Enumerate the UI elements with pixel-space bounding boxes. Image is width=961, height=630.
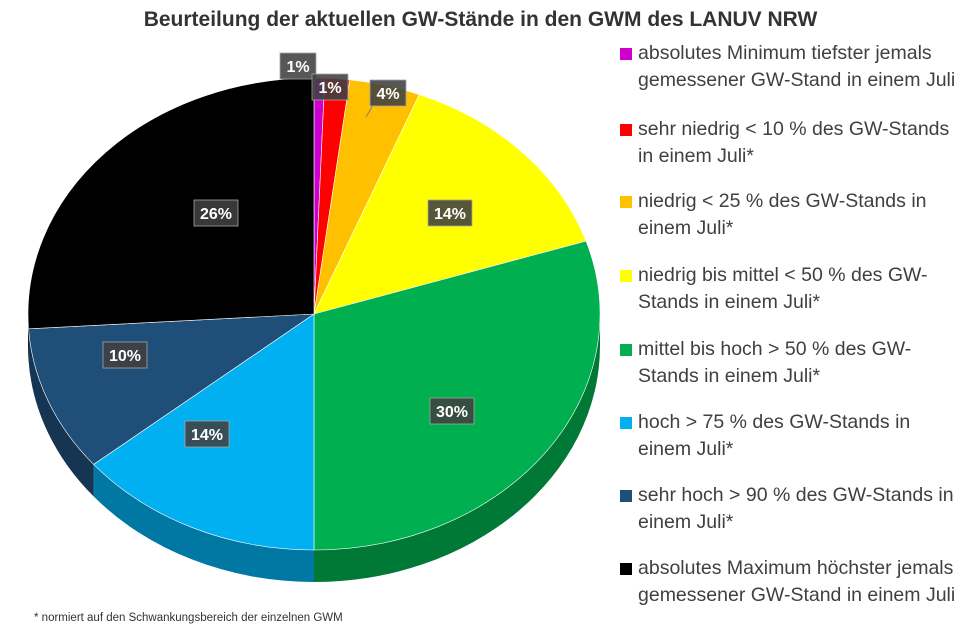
- legend-swatch-1: [620, 124, 632, 136]
- pie-slice-7: [27, 77, 315, 330]
- data-label-box-7: [193, 199, 239, 227]
- pie-side-5: [93, 464, 314, 582]
- data-label-2: 4%: [376, 86, 399, 103]
- legend-swatch-3: [620, 270, 632, 282]
- data-label-box-2: [369, 79, 407, 107]
- footnote: * normiert auf den Schwankungsbereich de…: [34, 612, 343, 624]
- data-label-box-5: [184, 420, 230, 448]
- legend-swatch-0: [620, 48, 632, 60]
- pie-slice-6: [28, 313, 316, 465]
- data-label-1: 1%: [318, 80, 341, 97]
- data-label-6: 10%: [109, 348, 141, 365]
- data-label-box-3: [427, 199, 473, 227]
- legend-label-7: absolutes Maximum höchster jemals gemess…: [638, 557, 956, 606]
- pie-slices-layer: [27, 77, 601, 551]
- chart-title: Beurteilung der aktuellen GW-Stände in d…: [143, 8, 818, 31]
- legend-label-1: sehr niedrig < 10 % des GW-Stands in ein…: [638, 118, 950, 167]
- legend-swatch-6: [620, 490, 632, 502]
- data-label-box-4: [429, 397, 475, 425]
- legend-swatch-4: [620, 344, 632, 356]
- data-label-box-0: [279, 52, 317, 80]
- data-label-box-6: [102, 341, 148, 369]
- legend-swatch-5: [620, 417, 632, 429]
- data-label-7: 26%: [200, 206, 232, 223]
- data-label-5: 14%: [191, 427, 223, 444]
- pie-slice-4: [313, 240, 601, 551]
- legend-label-3: niedrig bis mittel < 50 % des GW-Stands …: [638, 264, 928, 313]
- data-label-box-1: [311, 73, 349, 101]
- legend-label-0: absolutes Minimum tiefster jemals gemess…: [638, 42, 956, 91]
- legend-label-4: mittel bis hoch > 50 % des GW-Stands in …: [638, 338, 912, 387]
- pie-data-labels-layer: 1% 1% 4% 14% 30% 14% 10% 26%: [102, 52, 475, 448]
- data-label-0: 1%: [286, 59, 309, 76]
- legend-label-6: sehr hoch > 90 % des GW-Stands in einem …: [638, 484, 954, 533]
- data-label-3: 14%: [434, 206, 466, 223]
- data-label-4: 30%: [436, 404, 468, 421]
- pie-side-4: [314, 314, 600, 582]
- legend-label-5: hoch > 75 % des GW-Stands in einem Juli*: [638, 411, 911, 460]
- legend-swatch-7: [620, 563, 632, 575]
- pie-side-6: [28, 328, 94, 497]
- legend-swatch-2: [620, 196, 632, 208]
- legend-label-2: niedrig < 25 % des GW-Stands in einem Ju…: [638, 190, 927, 239]
